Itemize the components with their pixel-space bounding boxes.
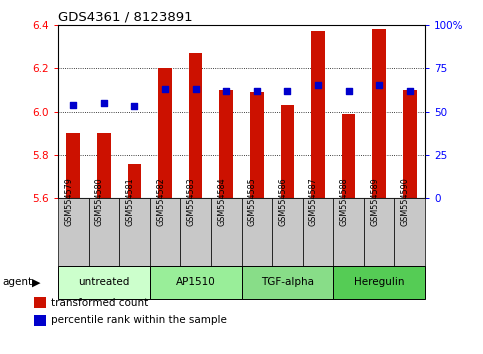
Text: GSM554582: GSM554582	[156, 177, 165, 226]
Bar	[303, 198, 333, 266]
Bar	[311, 31, 325, 198]
Bar	[88, 198, 119, 266]
Text: GDS4361 / 8123891: GDS4361 / 8123891	[58, 11, 193, 24]
Text: Heregulin: Heregulin	[354, 277, 404, 287]
Bar	[333, 198, 364, 266]
Bar	[150, 266, 242, 299]
Bar	[372, 29, 386, 198]
Point	[345, 88, 353, 93]
Text: percentile rank within the sample: percentile rank within the sample	[51, 315, 227, 325]
Text: AP1510: AP1510	[176, 277, 215, 287]
Text: transformed count: transformed count	[51, 298, 148, 308]
Point	[100, 100, 108, 106]
Bar	[250, 92, 264, 198]
Point	[130, 103, 138, 109]
Bar	[219, 90, 233, 198]
Text: GSM554588: GSM554588	[340, 177, 349, 226]
Text: ▶: ▶	[32, 277, 41, 287]
Text: GSM554584: GSM554584	[217, 177, 226, 226]
Text: TGF-alpha: TGF-alpha	[261, 277, 314, 287]
Point	[192, 86, 199, 92]
Text: GSM554590: GSM554590	[401, 177, 410, 226]
Text: GSM554581: GSM554581	[126, 177, 134, 226]
Bar	[341, 114, 355, 198]
Bar	[211, 198, 242, 266]
Bar	[272, 198, 303, 266]
Text: GSM554586: GSM554586	[278, 177, 287, 226]
Bar	[128, 164, 142, 198]
Bar	[158, 68, 172, 198]
Text: GSM554583: GSM554583	[186, 177, 196, 226]
Bar	[58, 266, 150, 299]
Bar	[66, 133, 80, 198]
Bar	[364, 198, 395, 266]
Point	[375, 83, 383, 88]
Bar	[242, 198, 272, 266]
Bar	[189, 53, 202, 198]
Bar	[58, 198, 88, 266]
Text: GSM554580: GSM554580	[95, 177, 104, 226]
Bar	[403, 90, 417, 198]
Bar	[119, 198, 150, 266]
Point	[406, 88, 413, 93]
Point	[161, 86, 169, 92]
Text: GSM554585: GSM554585	[248, 177, 257, 226]
Bar	[150, 198, 180, 266]
Text: GSM554589: GSM554589	[370, 177, 379, 226]
Point	[314, 83, 322, 88]
Bar	[395, 198, 425, 266]
Bar	[281, 105, 294, 198]
Text: GSM554579: GSM554579	[64, 177, 73, 226]
Text: untreated: untreated	[78, 277, 129, 287]
Point	[253, 88, 261, 93]
Bar	[333, 266, 425, 299]
Point	[222, 88, 230, 93]
Point	[284, 88, 291, 93]
Bar	[242, 266, 333, 299]
Bar	[97, 133, 111, 198]
Point	[70, 102, 77, 107]
Bar	[180, 198, 211, 266]
Text: agent: agent	[2, 277, 32, 287]
Text: GSM554587: GSM554587	[309, 177, 318, 226]
